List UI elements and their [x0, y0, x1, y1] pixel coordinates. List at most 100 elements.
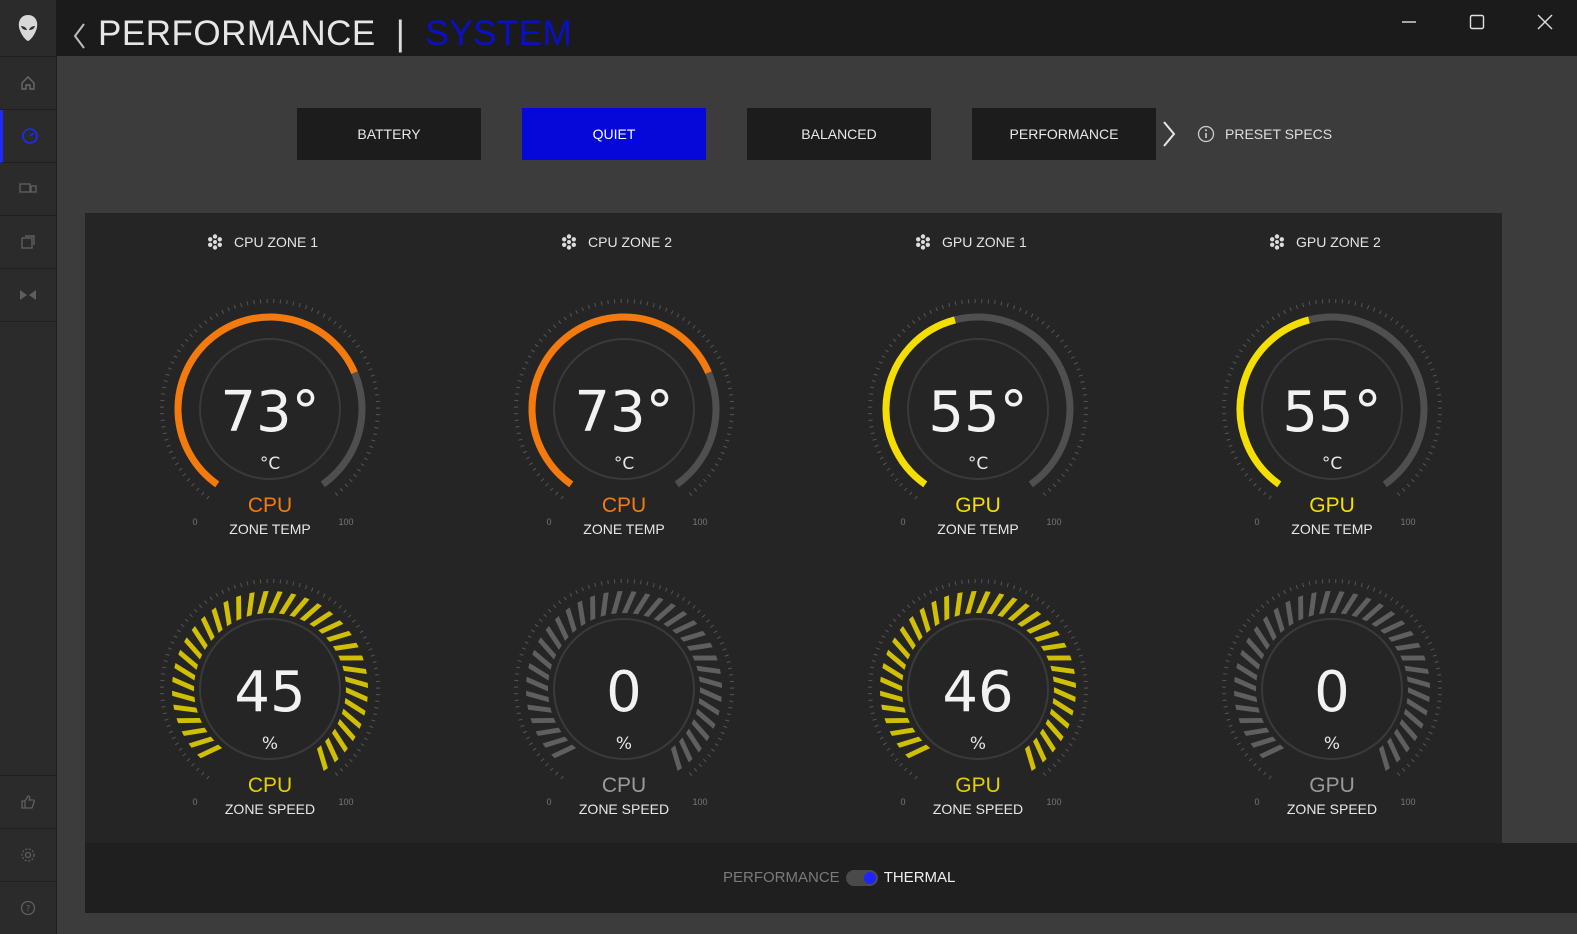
- fan-blade-mark: [1340, 593, 1359, 615]
- gauge-sub-label: ZONE TEMP: [1291, 521, 1372, 537]
- performance-thermal-switch[interactable]: [845, 869, 878, 886]
- thumbs-up-icon: [21, 795, 36, 809]
- fan-blade-mark: [632, 593, 651, 615]
- fan-blade-mark: [1253, 626, 1270, 650]
- fan-blade-mark: [899, 626, 916, 650]
- alien-logo-icon[interactable]: [0, 0, 56, 57]
- toggle-thermal-label[interactable]: THERMAL: [883, 869, 956, 886]
- preset-balanced-button[interactable]: BALANCED: [747, 108, 931, 160]
- tick-ring: [868, 579, 1089, 780]
- gauge-device-label: CPU: [248, 494, 292, 517]
- fan-blade-mark: [267, 591, 283, 614]
- sidebar-item-display[interactable]: [0, 163, 56, 216]
- info-icon: [1197, 125, 1215, 143]
- fan-blade-mark: [1045, 718, 1064, 742]
- fan-blade-mark: [299, 603, 322, 622]
- zone-speed-gauge: 0% CPU ZONE SPEED 0 100: [514, 579, 735, 817]
- fan-blade-mark: [908, 615, 923, 641]
- tick-ring: [1222, 579, 1443, 780]
- zone-speed-gauge: 0% GPU ZONE SPEED 0 100: [1222, 579, 1443, 817]
- fan-blade-mark: [1403, 708, 1424, 729]
- fan-icon: [916, 234, 930, 250]
- sidebar-item-performance[interactable]: [0, 110, 56, 163]
- scale-min-label: 0: [900, 797, 905, 807]
- fan-blade-mark: [278, 593, 297, 615]
- sidebar-item-settings[interactable]: [0, 828, 56, 881]
- fan-blade-mark: [289, 597, 310, 618]
- sidebar-item-library[interactable]: [0, 216, 56, 269]
- performance-gauge-icon: [21, 128, 38, 144]
- gauge-device-label: GPU: [955, 774, 1001, 797]
- title-system-tab[interactable]: SYSTEM: [425, 14, 573, 53]
- gauge-value: 46: [942, 660, 1013, 725]
- fan-blade-mark: [881, 704, 906, 713]
- gauge-unit: %: [1324, 734, 1340, 754]
- fan-blade-mark: [600, 592, 609, 617]
- fan-blade-mark: [554, 615, 569, 641]
- sidebar-item-fusion[interactable]: [0, 269, 56, 322]
- fan-blade-mark: [211, 607, 223, 634]
- fan-blade-mark: [1273, 607, 1285, 634]
- scale-max-label: 100: [692, 517, 707, 527]
- fan-blade-mark: [1259, 744, 1285, 759]
- preset-battery-button[interactable]: BATTERY: [297, 108, 481, 160]
- sidebar-item-home[interactable]: [0, 57, 56, 110]
- fan-blade-mark: [1234, 676, 1257, 692]
- gauge-device-label: GPU: [955, 494, 1001, 517]
- gauge-device-label: GPU: [1309, 774, 1355, 797]
- tick-ring: [868, 299, 1089, 500]
- fan-blade-mark: [1371, 610, 1396, 627]
- chevron-right-icon[interactable]: [1161, 120, 1177, 148]
- home-icon: [21, 76, 35, 90]
- fan-icon: [562, 234, 576, 250]
- fan-blade-mark: [880, 690, 904, 703]
- preset-specs-link[interactable]: PRESET SPECS: [1197, 125, 1332, 143]
- fan-blade-mark: [345, 687, 368, 702]
- fan-blade-mark: [696, 665, 721, 675]
- fan-blade-mark: [931, 600, 940, 627]
- fan-blade-mark: [1040, 642, 1067, 651]
- gauge-device-label: CPU: [602, 774, 646, 797]
- gauge-unit: °C: [1322, 454, 1342, 474]
- preset-performance-button[interactable]: PERFORMANCE: [972, 108, 1156, 160]
- zone-speed-gauge: 46% GPU ZONE SPEED 0 100: [868, 579, 1089, 817]
- fan-blade-mark: [884, 717, 910, 724]
- fan-blade-mark: [611, 591, 623, 615]
- fan-blade-mark: [1243, 727, 1270, 736]
- minimize-icon[interactable]: [1397, 10, 1421, 34]
- scale-max-label: 100: [692, 797, 707, 807]
- fan-blade-mark: [1235, 704, 1260, 713]
- fan-blade-mark: [532, 649, 552, 670]
- fan-blade-mark: [1250, 736, 1277, 748]
- gauge-unit: °C: [968, 454, 988, 474]
- fan-blade-mark: [905, 744, 931, 759]
- gauge-sub-label: ZONE TEMP: [937, 521, 1018, 537]
- fan-blade-mark: [889, 727, 916, 736]
- fan-blade-mark: [236, 595, 242, 621]
- toggle-performance-label[interactable]: PERFORMANCE: [723, 869, 840, 886]
- fan-blade-mark: [1406, 676, 1430, 688]
- fan-blade-mark: [341, 708, 362, 729]
- gauge-value: 73°: [574, 380, 673, 445]
- fan-blade-mark: [692, 655, 718, 661]
- fan-blade-mark: [975, 591, 991, 614]
- fan-blade-mark: [526, 690, 550, 703]
- gauge-device-label: CPU: [248, 774, 292, 797]
- back-chevron-icon[interactable]: [72, 22, 86, 50]
- fan-blade-mark: [538, 637, 557, 660]
- gauge-sub-label: ZONE SPEED: [1287, 801, 1377, 817]
- fan-blade-mark: [1388, 630, 1414, 642]
- fusion-icon: [20, 290, 36, 300]
- gauge-sub-label: ZONE SPEED: [579, 801, 669, 817]
- sidebar-item-help[interactable]: ?: [0, 881, 56, 934]
- sidebar-item-feedback[interactable]: [0, 775, 56, 828]
- zone-temp-gauge: 55° °C GPU ZONE TEMP 0 100: [1222, 299, 1443, 537]
- fan-blade-mark: [1406, 697, 1428, 716]
- close-icon[interactable]: [1533, 10, 1557, 34]
- fan-blade-mark: [332, 642, 359, 651]
- maximize-icon[interactable]: [1465, 10, 1489, 34]
- preset-quiet-button[interactable]: QUIET: [522, 108, 706, 160]
- fan-blade-mark: [342, 665, 367, 675]
- display-icon: [19, 183, 37, 193]
- fan-blade-mark: [1399, 718, 1418, 742]
